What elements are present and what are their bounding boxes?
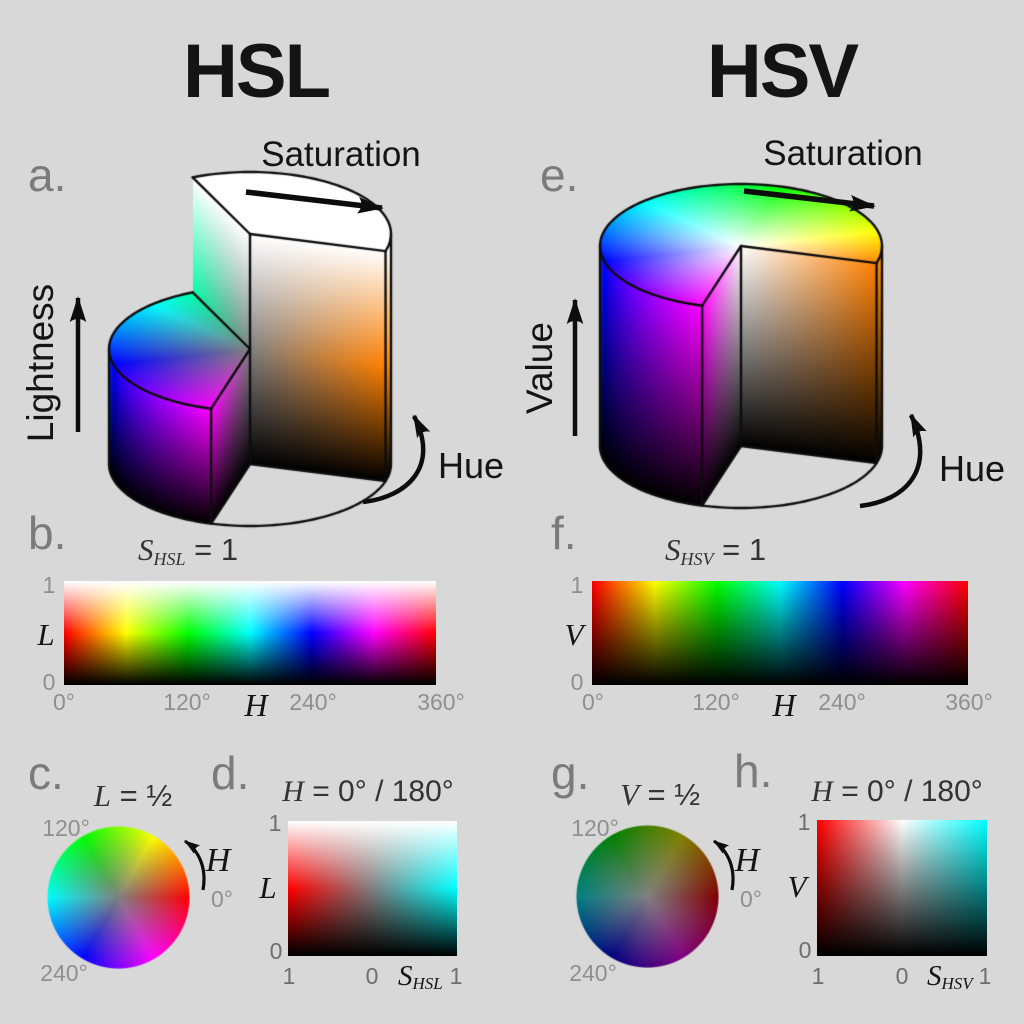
panel-f-y-axis-var: V (558, 617, 590, 653)
panel-b-title-var: S (138, 532, 154, 567)
subfigure-letter-h: h. (734, 745, 773, 797)
panel-c-h-var-glyph: H (205, 842, 231, 879)
panel-g-title-rest: = ½ (638, 777, 701, 812)
panel-h-title: H = 0° / 180° (797, 775, 997, 809)
panel-b-title-rest: = 1 (185, 532, 239, 567)
subfigure-letter-d: d. (211, 747, 250, 799)
panel-f-y-max: 1 (570, 572, 584, 598)
panel-f-title-rest: = 1 (713, 532, 767, 567)
panel-c-deg-240: 240° (40, 960, 88, 986)
panel-f-y-var: V (564, 617, 584, 652)
subfigure-letter-a: a. (28, 149, 67, 201)
saturation-label-hsv: Saturation (763, 134, 923, 173)
panel-h-title-rest: = 0° / 180° (832, 775, 983, 808)
lightness-axis-label: Lightness (20, 283, 61, 443)
panel-f-x-axis-var: H (764, 687, 804, 724)
panel-b-tick-120: 120° (163, 689, 211, 715)
panel-h-title-var: H (811, 775, 833, 808)
hsv-hue-wheel (575, 824, 719, 968)
panel-h-y-axis-var: V (781, 869, 813, 905)
panel-d-title: H = 0° / 180° (268, 775, 468, 809)
panel-f-tick-0: 0° (582, 689, 604, 715)
panel-g-deg-240: 240° (569, 960, 617, 986)
panel-f-title: SHSV = 1 (665, 532, 766, 570)
panel-h-x-right: 1 (978, 963, 992, 989)
subfigure-letter-g: g. (551, 747, 590, 799)
hsv-sat-value-slice (817, 820, 987, 956)
hsv-column-title: HSV (706, 29, 859, 114)
panel-b-x-axis-var: H (236, 687, 276, 724)
panel-g-title-var: V (619, 777, 639, 812)
panel-f-tick-240: 240° (818, 689, 866, 715)
panel-g-title: V = ½ (580, 777, 740, 813)
panel-b-tick-0: 0° (53, 689, 75, 715)
panel-g-h-var: H (730, 841, 764, 880)
panel-c-title-rest: = ½ (111, 778, 173, 813)
panel-h-y-max: 1 (797, 809, 811, 835)
saturation-label-hsl: Saturation (261, 135, 421, 174)
panel-d-y-axis-var: L (252, 870, 284, 906)
panel-c-deg-0: 0° (211, 886, 233, 912)
panel-b-y-min: 0 (42, 669, 56, 695)
panel-h-y-var: V (787, 869, 807, 904)
panel-f-tick-360: 360° (945, 689, 993, 715)
panel-g-h-var-glyph: H (734, 842, 760, 879)
panel-g-deg-120: 120° (571, 815, 619, 841)
panel-f-tick-120: 120° (692, 689, 740, 715)
panel-f-y-min: 0 (570, 669, 584, 695)
panel-g-deg-0: 0° (740, 886, 762, 912)
panel-d-y-max: 1 (268, 810, 282, 836)
panel-f-x-var: H (772, 687, 796, 723)
hsl-column-title: HSL (183, 29, 331, 114)
panel-d-y-var: L (259, 870, 277, 905)
panel-h-x-mid: 0 (895, 963, 909, 989)
panel-b-title: SHSL = 1 (138, 532, 238, 570)
panel-d-s-var-glyph: S (398, 960, 413, 992)
subfigure-letter-b: b. (28, 507, 67, 559)
hue-label-hsv: Hue (939, 448, 1006, 489)
panel-b-y-max: 1 (42, 572, 56, 598)
hsl-hue-wheel (46, 825, 190, 969)
panel-d-x-left: 1 (282, 963, 296, 989)
panel-f-title-sub: HSV (680, 549, 714, 569)
hsl-cylinder-rendering (60, 140, 450, 540)
hsv-hue-value-band (592, 581, 968, 685)
value-axis-label: Value (519, 322, 560, 414)
hue-label-hsl: Hue (438, 445, 505, 486)
panel-h-x-left: 1 (811, 963, 825, 989)
panel-f-title-var: S (665, 532, 681, 567)
hsl-sat-lightness-slice (288, 821, 457, 956)
hsl-hue-lightness-band (64, 581, 436, 685)
panel-h-s-sub: HSV (941, 974, 973, 993)
panel-b-y-axis-var: L (30, 617, 62, 653)
panel-c-h-var: H (201, 841, 235, 880)
subfigure-letter-c: c. (28, 747, 64, 799)
panel-b-tick-240: 240° (289, 689, 337, 715)
hsv-cylinder-rendering (556, 140, 956, 530)
panel-h-s-var: SHSV (927, 960, 973, 994)
panel-d-x-mid: 0 (365, 963, 379, 989)
panel-d-title-rest: = 0° / 180° (303, 775, 454, 808)
panel-b-title-sub: HSL (153, 549, 186, 569)
panel-c-deg-120: 120° (42, 815, 90, 841)
panel-h-y-min: 0 (798, 937, 812, 963)
panel-b-tick-360: 360° (417, 689, 465, 715)
panel-h-s-var-glyph: S (927, 960, 942, 992)
panel-d-s-var: SHSL (398, 960, 443, 994)
panel-d-title-var: H (282, 775, 304, 808)
panel-c-title: L = ½ (53, 778, 213, 814)
panel-b-x-var: H (244, 687, 268, 723)
panel-d-y-min: 0 (269, 938, 283, 964)
panel-c-title-var: L (93, 778, 112, 813)
panel-d-x-right: 1 (449, 963, 463, 989)
panel-d-s-sub: HSL (412, 974, 443, 993)
panel-b-y-var: L (37, 617, 55, 652)
